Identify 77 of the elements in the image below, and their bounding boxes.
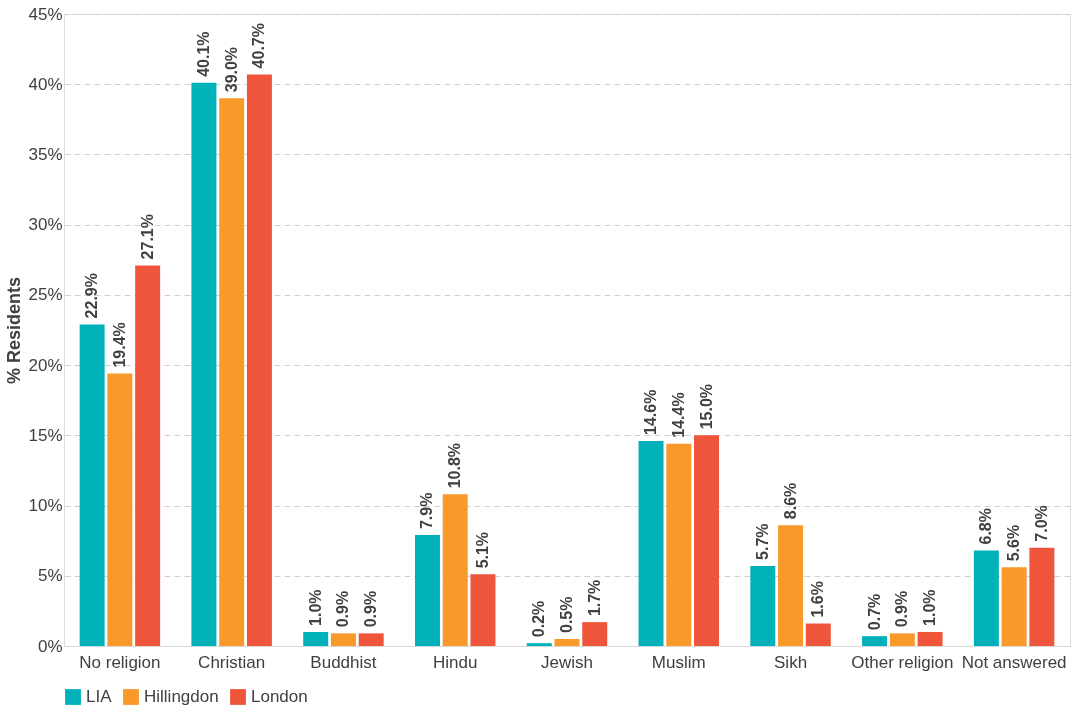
bar — [470, 574, 496, 646]
data-label: 27.1% — [138, 214, 156, 260]
bar — [889, 633, 915, 646]
data-label: 14.6% — [642, 389, 660, 435]
x-tick-label: Christian — [198, 652, 266, 672]
bar — [135, 265, 161, 646]
data-label: 5.7% — [753, 523, 771, 560]
bar — [917, 631, 943, 646]
bar — [414, 535, 440, 646]
x-tick-label: Jewish — [541, 652, 593, 672]
data-label: 0.9% — [362, 590, 380, 628]
x-tick-label: Muslim — [651, 652, 706, 672]
bar — [805, 623, 831, 646]
y-tick-label: 30% — [28, 215, 63, 235]
data-label: 14.4% — [669, 392, 687, 438]
y-tick-label: 0% — [37, 636, 63, 656]
data-label: 7.9% — [418, 492, 436, 530]
data-label: 0.5% — [558, 596, 575, 633]
data-label: 8.6% — [781, 482, 799, 520]
y-tick-label: 10% — [28, 496, 63, 516]
bar — [973, 550, 999, 646]
y-tick-label: 15% — [28, 425, 63, 445]
bar — [1029, 547, 1055, 646]
bar — [526, 643, 552, 646]
bar — [246, 74, 272, 646]
bar — [638, 440, 664, 646]
data-label: 6.8% — [977, 508, 995, 545]
data-label: 19.4% — [110, 322, 128, 368]
bar — [442, 494, 468, 646]
bar — [330, 633, 356, 646]
data-label: 22.9% — [83, 273, 101, 319]
bar — [694, 435, 720, 646]
x-tick-label: No religion — [79, 652, 161, 672]
bar — [750, 565, 776, 646]
bar — [582, 622, 608, 646]
y-axis-title: % Residents — [4, 276, 25, 385]
y-tick-label: 25% — [28, 285, 63, 305]
legend-label: LIA — [86, 687, 113, 706]
data-label: 7.0% — [1032, 505, 1050, 542]
y-tick-label: 5% — [37, 566, 63, 586]
y-tick-label: 20% — [28, 355, 63, 375]
data-label: 5.6% — [1005, 524, 1023, 562]
bar — [666, 443, 692, 646]
data-label: 15.0% — [697, 383, 715, 430]
data-label: 1.0% — [306, 589, 324, 626]
legend-label: Hillingdon — [144, 687, 219, 706]
bar — [358, 633, 384, 646]
y-tick-label: 40% — [28, 74, 63, 94]
data-label: 1.7% — [585, 579, 603, 617]
data-label: 5.1% — [473, 531, 491, 569]
data-label: 0.7% — [865, 593, 883, 631]
data-label: 0.9% — [334, 590, 352, 628]
data-label: 39.0% — [222, 46, 240, 93]
data-label: 0.9% — [893, 590, 911, 628]
data-label: 1.6% — [809, 581, 827, 618]
y-tick-label: 35% — [28, 144, 63, 164]
data-label: 10.8% — [446, 442, 464, 489]
x-tick-label: Not answered — [961, 652, 1067, 672]
data-label: 1.0% — [921, 589, 939, 626]
bar — [778, 525, 804, 646]
x-tick-label: Hindu — [433, 652, 478, 672]
data-label: 40.7% — [250, 23, 268, 69]
bar — [191, 82, 217, 646]
x-tick-label: Buddhist — [310, 652, 377, 672]
legend-label: London — [251, 687, 308, 706]
bar — [303, 631, 329, 646]
x-tick-label: Sikh — [774, 652, 808, 672]
data-label: 40.1% — [194, 31, 212, 77]
bar — [107, 373, 133, 646]
y-tick-label: 45% — [28, 4, 63, 24]
bar — [862, 636, 888, 646]
x-tick-label: Other religion — [851, 652, 954, 672]
bar — [554, 638, 580, 646]
data-label: 0.2% — [530, 600, 548, 638]
bar — [219, 98, 245, 646]
bar — [79, 324, 105, 646]
bar — [1001, 567, 1027, 646]
